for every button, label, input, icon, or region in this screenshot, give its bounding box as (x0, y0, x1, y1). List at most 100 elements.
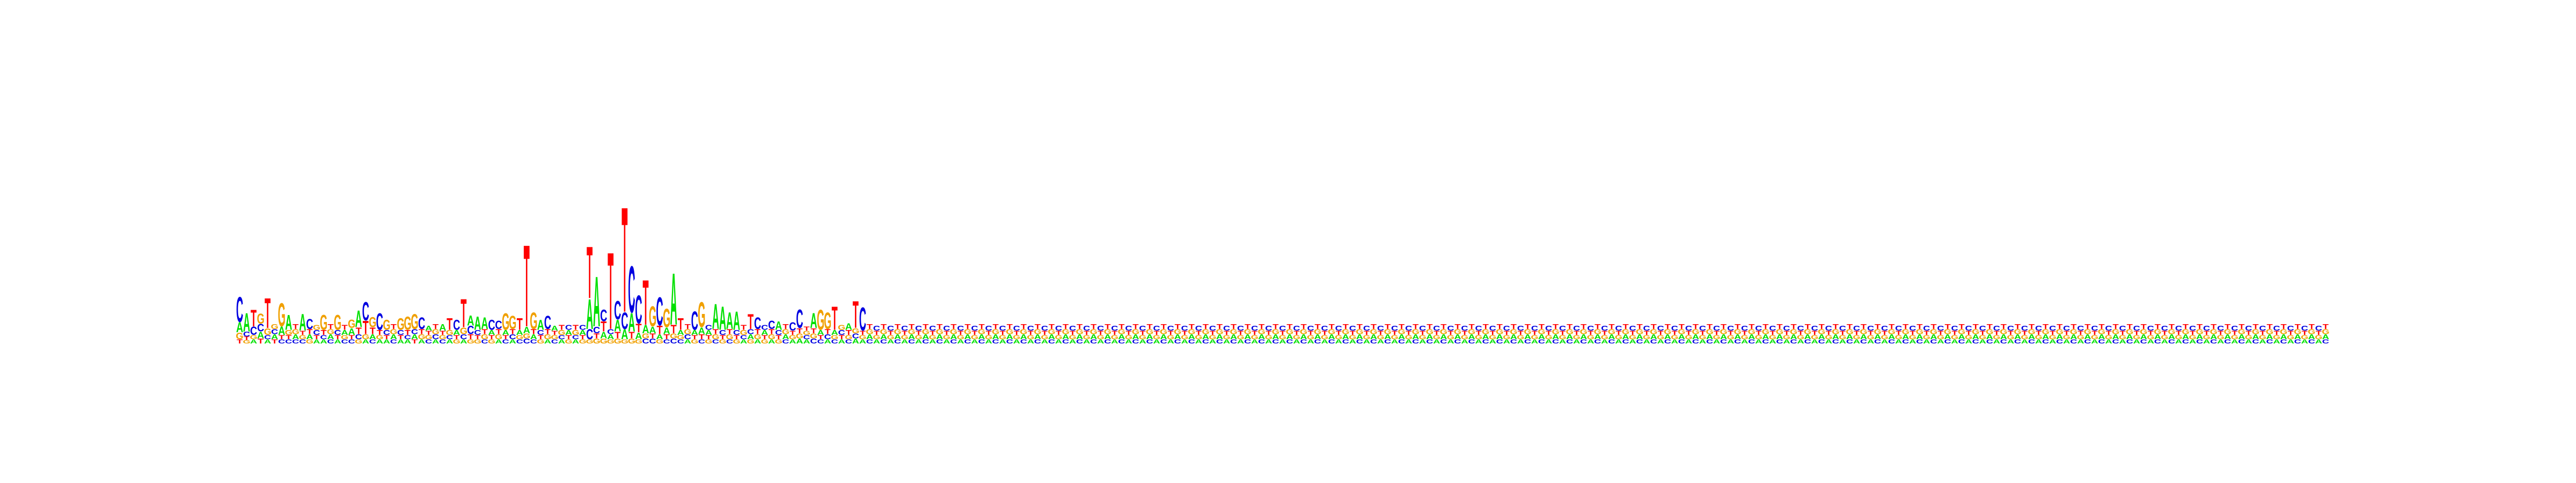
logo-letter-g: G (327, 328, 334, 336)
logo-letter-g: G (1398, 328, 1406, 336)
logo-letter-t: T (720, 334, 726, 341)
logo-letter-g: G (691, 338, 698, 345)
logo-letter-t: T (1755, 330, 1762, 336)
logo-letter-t: T (1580, 323, 1586, 331)
logo-letter-a: A (1041, 338, 1048, 345)
logo-letter-a: A (2112, 333, 2120, 341)
logo-letter-t: T (1539, 323, 1545, 331)
logo-letter-c: C (754, 314, 761, 333)
logo-letter-a: A (1384, 333, 1392, 341)
logo-letter-a: A (2091, 338, 2098, 345)
logo-letter-t: T (1594, 323, 1600, 331)
logo-letter-a: A (1293, 338, 1300, 345)
logo-letter-t: T (1378, 330, 1384, 336)
logo-letter-g: G (887, 334, 894, 341)
logo-letter-a: A (838, 338, 845, 345)
logo-letter-g: G (264, 326, 272, 337)
logo-letter-t: T (846, 329, 852, 336)
logo-letter-c: C (705, 324, 713, 332)
logo-letter-a: A (1699, 338, 1706, 345)
logo-letter-g: G (1083, 334, 1091, 341)
logo-letter-t: T (923, 323, 928, 331)
logo-letter-c: C (1853, 325, 1861, 332)
logo-letter-g: G (1307, 334, 1314, 341)
logo-letter-g: G (1020, 328, 1027, 336)
logo-letter-g: G (1447, 334, 1454, 341)
logo-letter-a: A (488, 329, 496, 336)
logo-letter-c: C (2294, 338, 2301, 345)
logo-letter-g: G (803, 330, 810, 336)
logo-letter-g: G (2161, 334, 2168, 341)
logo-letter-a: A (537, 317, 544, 333)
logo-letter-t: T (1462, 330, 1468, 336)
logo-letter-g: G (278, 296, 286, 333)
logo-letter-a: A (453, 329, 460, 336)
logo-letter-t: T (2141, 323, 2147, 331)
logo-letter-c: C (1461, 325, 1469, 332)
logo-letter-g: G (1706, 328, 1714, 336)
logo-letter-t: T (1980, 330, 1986, 336)
logo-letter-t: T (1286, 323, 1292, 331)
logo-letter-g: G (2210, 328, 2218, 336)
logo-letter-g: G (1118, 328, 1125, 336)
logo-letter-a: A (1398, 333, 1406, 341)
logo-letter-g: G (1433, 334, 1440, 341)
logo-letter-g: G (1776, 328, 1783, 336)
logo-letter-c: C (467, 324, 474, 337)
logo-letter-g: G (2203, 334, 2211, 341)
logo-letter-t: T (685, 323, 691, 331)
logo-letter-a: A (761, 329, 769, 336)
logo-letter-a: A (1671, 338, 1678, 345)
logo-letter-t: T (1210, 330, 1216, 336)
logo-letter-c: C (915, 325, 923, 332)
logo-letter-a: A (1013, 338, 1020, 345)
logo-letter-a: A (663, 326, 670, 336)
logo-letter-c: C (1048, 338, 1055, 345)
logo-letter-c: C (1272, 338, 1279, 345)
logo-letter-c: C (236, 290, 243, 330)
logo-letter-a: A (642, 323, 649, 336)
logo-letter-g: G (446, 329, 453, 336)
logo-letter-a: A (1454, 333, 1462, 341)
logo-letter-c: C (943, 325, 950, 332)
logo-letter-g: G (614, 338, 621, 345)
logo-letter-a: A (2259, 338, 2266, 345)
logo-letter-a: A (1223, 338, 1230, 345)
logo-letter-t: T (587, 231, 592, 313)
logo-letter-t: T (782, 323, 788, 331)
logo-letter-a: A (467, 312, 474, 328)
logo-letter-g: G (712, 333, 719, 341)
logo-letter-c: C (957, 325, 964, 332)
logo-letter-c: C (810, 338, 818, 345)
logo-letter-c: C (600, 307, 607, 325)
logo-letter-c: C (1916, 338, 1923, 345)
logo-letter-g: G (1237, 334, 1245, 341)
logo-letter-c: C (1692, 338, 1699, 345)
logo-letter-c: C (1531, 325, 1539, 332)
logo-letter-c: C (1958, 338, 1965, 345)
logo-letter-c: C (992, 338, 999, 345)
logo-letter-g: G (1720, 328, 1728, 336)
logo-letter-t: T (1518, 330, 1524, 336)
logo-letter-g: G (390, 328, 397, 336)
logo-letter-g: G (1762, 328, 1769, 336)
logo-letter-c: C (901, 325, 909, 332)
logo-letter-t: T (964, 323, 970, 331)
logo-letter-t: T (1406, 330, 1412, 336)
logo-letter-c: C (1237, 325, 1245, 332)
logo-letter-t: T (727, 328, 733, 336)
logo-letter-c: C (390, 338, 397, 345)
logo-letter-c: C (740, 334, 747, 341)
logo-letter-a: A (586, 290, 593, 339)
logo-letter-g: G (1951, 334, 1958, 341)
logo-letter-g: G (1748, 328, 1755, 336)
logo-letter-c: C (1951, 325, 1959, 332)
logo-letter-g: G (1489, 334, 1496, 341)
logo-letter-a: A (439, 322, 446, 333)
logo-letter-t: T (1447, 330, 1454, 336)
logo-letter-t: T (2309, 323, 2315, 331)
logo-letter-a: A (1482, 333, 1490, 341)
logo-letter-g: G (663, 304, 670, 333)
logo-letter-t: T (671, 323, 677, 336)
